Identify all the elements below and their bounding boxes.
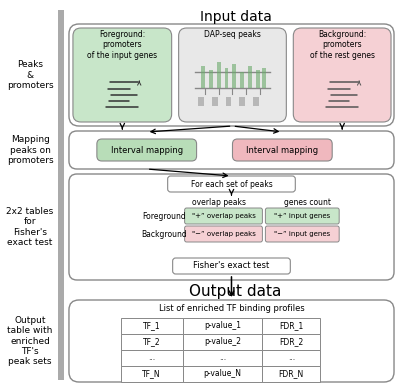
Text: Output data: Output data [189,284,282,299]
Text: Background:
promoters
of the rest genes: Background: promoters of the rest genes [310,30,375,60]
FancyBboxPatch shape [69,24,394,126]
FancyBboxPatch shape [69,174,394,280]
Bar [200,66,204,88]
Text: Output
table with
enriched
TF's
peak sets: Output table with enriched TF's peak set… [7,316,53,366]
Bar [183,334,262,350]
FancyBboxPatch shape [185,208,262,224]
Text: FDR_2: FDR_2 [279,338,304,347]
FancyBboxPatch shape [179,28,286,122]
Bar [262,366,320,382]
Bar [262,350,320,366]
Text: "−” overlap peaks: "−” overlap peaks [192,231,256,237]
Text: Interval mapping: Interval mapping [246,145,318,154]
Text: FDR_1: FDR_1 [279,321,304,330]
Bar [212,97,218,106]
FancyBboxPatch shape [69,131,394,169]
Text: "+” overlap peaks: "+” overlap peaks [192,213,256,219]
FancyBboxPatch shape [73,28,172,122]
FancyBboxPatch shape [69,300,394,382]
Bar [121,350,183,366]
Text: Mapping
peaks on
promoters: Mapping peaks on promoters [7,135,53,165]
Bar [216,62,220,88]
Text: Peaks
&
promoters: Peaks & promoters [7,60,53,90]
Bar [248,66,252,88]
Text: FDR_N: FDR_N [279,370,304,379]
Text: Interval mapping: Interval mapping [111,145,183,154]
Bar [262,334,320,350]
Bar [183,366,262,382]
Text: For each set of peaks: For each set of peaks [191,180,272,189]
FancyBboxPatch shape [232,139,332,161]
Bar [183,318,262,334]
Bar [226,97,232,106]
Bar [232,64,236,88]
Text: List of enriched TF binding profiles: List of enriched TF binding profiles [159,304,304,313]
Text: TF_2: TF_2 [143,338,160,347]
Text: ...: ... [148,354,155,363]
FancyBboxPatch shape [265,226,339,242]
FancyBboxPatch shape [185,226,262,242]
Text: p-value_N: p-value_N [204,370,242,379]
Text: "−” input genes: "−” input genes [274,231,330,237]
Bar [198,97,204,106]
Bar [121,334,183,350]
Text: Foreground:
promoters
of the input genes: Foreground: promoters of the input genes [87,30,157,60]
FancyBboxPatch shape [265,208,339,224]
FancyBboxPatch shape [168,176,295,192]
FancyBboxPatch shape [97,139,196,161]
Bar [183,350,262,366]
Text: Fisher's exact test: Fisher's exact test [193,261,270,270]
Bar [262,318,320,334]
Bar [208,70,212,88]
FancyBboxPatch shape [293,28,391,122]
Bar [254,97,260,106]
Bar [256,70,260,88]
Text: overlap peaks: overlap peaks [192,198,246,207]
Bar [58,10,64,380]
Bar [240,97,246,106]
Text: genes count: genes count [284,198,331,207]
Text: DAP-seq peaks: DAP-seq peaks [204,30,261,39]
Text: "+” input genes: "+” input genes [274,213,330,219]
Text: Foreground: Foreground [142,212,186,221]
Bar [121,318,183,334]
Text: Input data: Input data [200,10,272,24]
Text: TF_N: TF_N [142,370,161,379]
Text: p-value_1: p-value_1 [204,321,241,330]
Text: 2x2 tables
for
Fisher's
exact test: 2x2 tables for Fisher's exact test [6,207,54,247]
Bar [121,366,183,382]
Bar [262,68,266,88]
Text: TF_1: TF_1 [143,321,160,330]
Text: p-value_2: p-value_2 [204,338,241,347]
Text: Background: Background [141,229,186,238]
Bar [240,72,244,88]
FancyBboxPatch shape [173,258,290,274]
Text: ...: ... [219,354,226,363]
Bar [224,68,228,88]
Text: ...: ... [288,354,295,363]
